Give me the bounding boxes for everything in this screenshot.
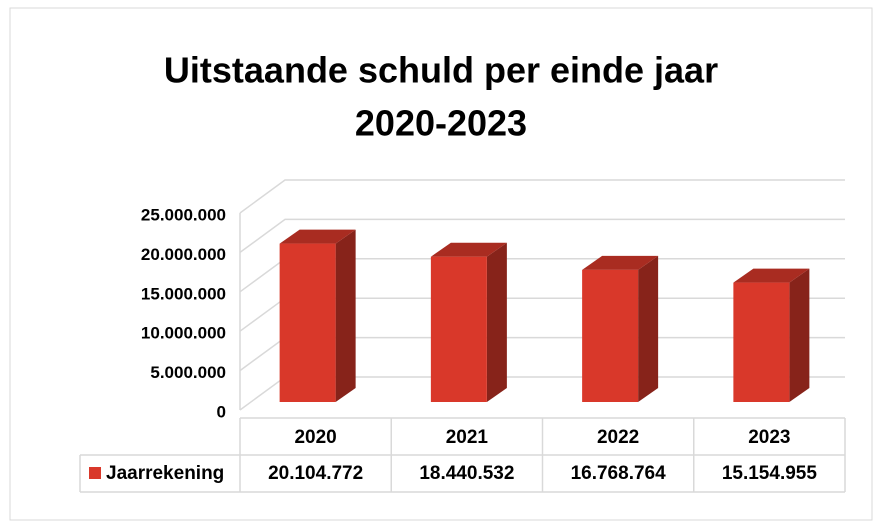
data-table-value: 16.768.764 [571,463,667,484]
chart-title-line: 2020-2023 [355,103,527,144]
bar [582,269,639,402]
chart-title-line: Uitstaande schuld per einde jaar [164,50,718,91]
bar-side [789,268,810,402]
bar-top [582,255,659,270]
data-table-value: 15.154.955 [722,463,818,484]
y-tick-label: 10.000.000 [141,324,226,343]
bar-top [279,229,356,244]
grid-line [239,179,845,214]
grid-line [239,218,845,254]
x-tick-label: 2022 [597,427,639,448]
legend-swatch [89,467,101,479]
bar [279,243,336,402]
x-tick-label: 2020 [294,427,336,448]
y-tick-label: 15.000.000 [141,284,226,303]
bar-top [733,268,810,283]
y-tick-label: 5.000.000 [150,363,226,382]
bar-side [486,242,507,402]
bar-side [638,255,659,402]
data-table-value: 18.440.532 [419,463,514,484]
bar [430,256,487,402]
legend-label: Jaarrekening [106,463,224,484]
bar-side [335,229,356,402]
bar-top [430,242,507,257]
y-tick-label: 0 [217,402,226,421]
bar [733,282,790,402]
y-tick-label: 20.000.000 [141,245,226,264]
x-tick-label: 2021 [446,427,489,448]
x-tick-label: 2023 [748,427,790,448]
data-table-value: 20.104.772 [268,463,363,484]
y-tick-label: 25.000.000 [141,205,226,224]
